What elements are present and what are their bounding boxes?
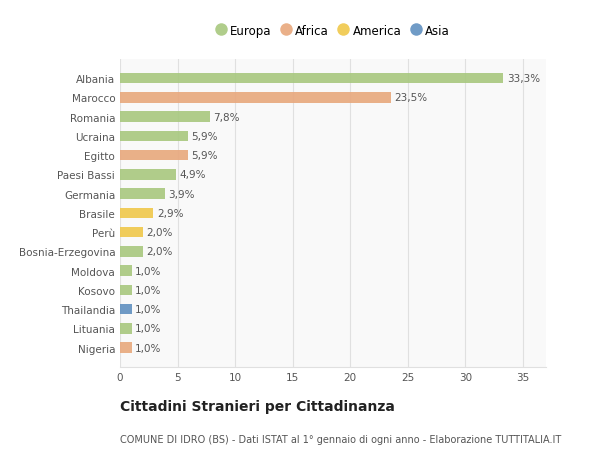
Bar (120, 170, 176, 180)
Bar (120, 73, 503, 84)
Text: 1,0%: 1,0% (135, 304, 161, 314)
Bar (120, 285, 131, 296)
Text: 33,3%: 33,3% (507, 74, 540, 84)
Text: COMUNE DI IDRO (BS) - Dati ISTAT al 1° gennaio di ogni anno - Elaborazione TUTTI: COMUNE DI IDRO (BS) - Dati ISTAT al 1° g… (120, 434, 561, 444)
Text: 2,0%: 2,0% (146, 247, 173, 257)
Bar (120, 324, 131, 334)
Bar (120, 227, 143, 238)
Text: 2,9%: 2,9% (157, 208, 184, 218)
Bar (120, 304, 131, 315)
Text: 23,5%: 23,5% (394, 93, 427, 103)
Bar (120, 343, 131, 353)
Legend: Europa, Africa, America, Asia: Europa, Africa, America, Asia (214, 22, 452, 40)
Bar (120, 131, 188, 142)
Text: 1,0%: 1,0% (135, 324, 161, 334)
Text: 2,0%: 2,0% (146, 228, 173, 238)
Bar (120, 208, 154, 219)
Text: 7,8%: 7,8% (213, 112, 240, 123)
Bar (120, 266, 131, 276)
Text: 1,0%: 1,0% (135, 266, 161, 276)
Text: 4,9%: 4,9% (180, 170, 206, 180)
Text: 3,9%: 3,9% (169, 189, 195, 199)
Text: 1,0%: 1,0% (135, 343, 161, 353)
Text: 5,9%: 5,9% (191, 151, 218, 161)
Text: 1,0%: 1,0% (135, 285, 161, 295)
Text: Cittadini Stranieri per Cittadinanza: Cittadini Stranieri per Cittadinanza (120, 399, 395, 413)
Bar (120, 189, 165, 200)
Bar (120, 93, 391, 103)
Text: 5,9%: 5,9% (191, 132, 218, 141)
Bar (120, 151, 188, 161)
Bar (120, 246, 143, 257)
Bar (120, 112, 210, 123)
